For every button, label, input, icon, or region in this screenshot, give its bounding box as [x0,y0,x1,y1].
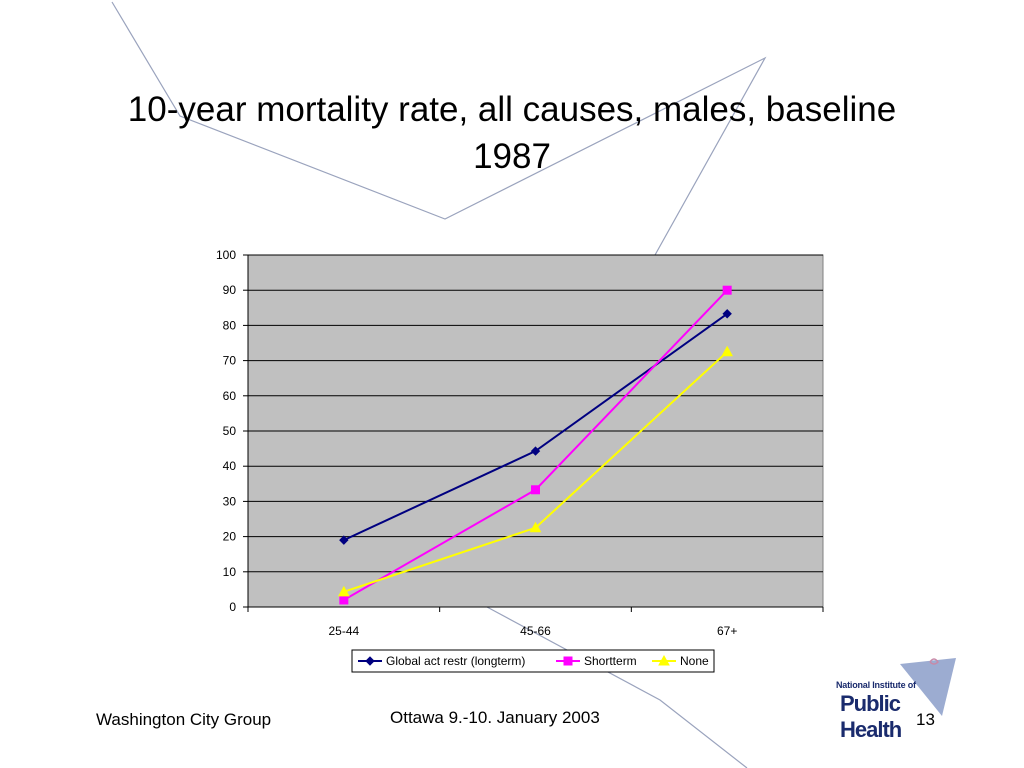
y-tick-label: 70 [223,354,237,368]
legend-label: Global act restr (longterm) [386,654,525,668]
footer-center-text: Ottawa 9.-10. January 2003 [390,708,600,727]
y-tick-label: 60 [223,389,237,403]
legend-swatch-marker [563,656,573,666]
y-tick-label: 80 [223,318,237,332]
y-tick-label: 30 [223,494,237,508]
x-tick-label: 45-66 [520,624,551,638]
logo-text-main: Public Health [840,691,902,742]
institute-logo: National Institute of Public Health [830,656,960,742]
footer-left-text: Washington City Group [96,710,272,729]
slide-title: 10-year mortality rate, all causes, male… [127,90,897,176]
x-tick-label: 25-44 [328,624,359,638]
data-point [337,585,350,597]
logo-shape-icon [900,658,956,716]
data-point [531,485,540,495]
y-tick-label: 10 [223,565,237,579]
data-point [721,345,734,357]
data-point [530,446,541,456]
y-tick-label: 20 [223,530,237,544]
legend-swatch-marker [365,656,375,666]
decor-line-right [486,606,748,768]
data-point [529,521,542,533]
legend-swatch-marker [658,654,670,666]
y-tick-label: 100 [216,248,236,262]
y-tick-label: 40 [223,459,237,473]
x-tick-label: 67+ [717,624,737,638]
y-tick-label: 90 [223,283,237,297]
decor-line-left [111,1,767,256]
legend-box [351,649,715,673]
y-tick-label: 50 [223,424,237,438]
page-number: 13 [916,710,935,729]
data-point [339,595,349,605]
data-point [722,309,732,319]
legend-label: Shortterm [584,654,637,668]
data-point [722,285,732,295]
y-tick-label: 0 [229,600,236,614]
legend-label: None [680,654,709,668]
logo-text-top: National Institute of [836,680,916,690]
data-point [339,535,349,545]
